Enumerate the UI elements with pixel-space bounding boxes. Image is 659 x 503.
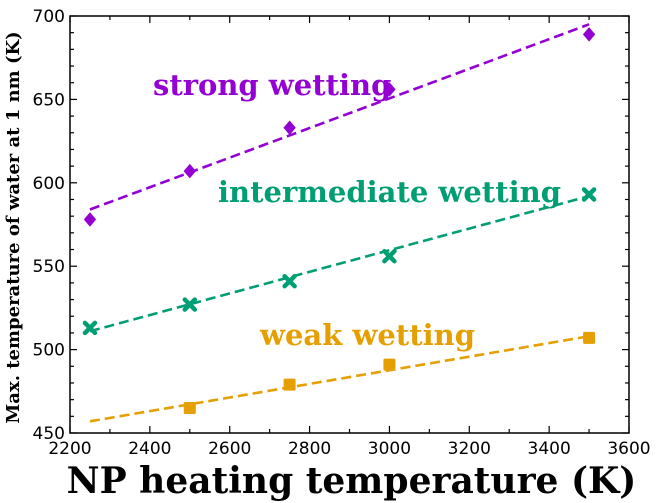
x-tick-label: 3200 — [448, 439, 491, 459]
data-point — [383, 82, 396, 97]
fit-line — [89, 194, 590, 333]
x-tick-label: 2800 — [288, 439, 331, 459]
x-tick-label: 3000 — [368, 439, 411, 459]
data-point — [183, 401, 196, 414]
series-labels: strong wetting intermediate wetting weak w… — [153, 68, 561, 352]
x-tick-label: 2400 — [128, 439, 171, 459]
data-point — [283, 120, 296, 136]
data-point — [282, 273, 297, 289]
y-tick-label: 500 — [33, 341, 65, 361]
data-point — [382, 248, 397, 264]
y-tick-label: 550 — [33, 257, 65, 277]
data-point — [82, 320, 98, 336]
fit-line — [89, 334, 590, 423]
x-tick-label: 3400 — [528, 439, 571, 459]
data-point — [582, 27, 596, 42]
data-point — [283, 378, 296, 391]
fit-lines — [89, 23, 590, 423]
y-tick-label: 650 — [33, 90, 65, 110]
y-axis-label: Max. temperature of water at 1 nm (K) — [3, 31, 24, 423]
data-point — [183, 163, 196, 179]
series-label: strong wetting — [153, 68, 391, 102]
data-points — [82, 27, 597, 414]
y-tick-label: 700 — [33, 7, 65, 27]
data-point — [182, 297, 198, 312]
x-tick-label: 2200 — [48, 439, 91, 459]
data-point — [83, 212, 97, 227]
series-label: weak wetting — [259, 318, 475, 352]
data-point — [383, 358, 396, 371]
series-label: intermediate wetting — [218, 175, 561, 209]
fit-line — [89, 23, 590, 211]
data-point — [581, 187, 597, 202]
y-tick-label: 600 — [33, 174, 65, 194]
data-point — [583, 331, 596, 344]
axis-ticks: 2200 2400 2600 2800 3000 3200 3400 3600 450 500 55… — [33, 7, 651, 459]
x-axis-label: NP heating temperature (K) — [67, 460, 637, 502]
x-tick-label: 3600 — [607, 439, 650, 459]
y-tick-label: 450 — [33, 424, 65, 444]
x-tick-label: 2600 — [208, 439, 251, 459]
